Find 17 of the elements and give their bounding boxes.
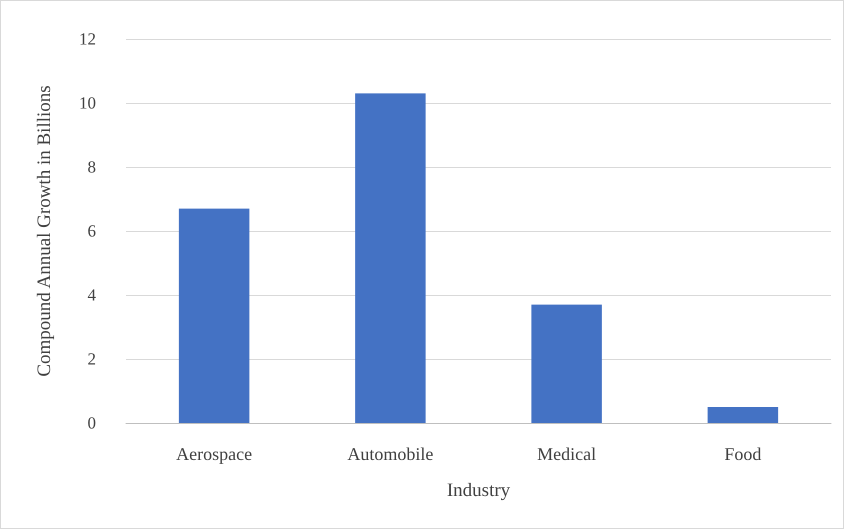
y-tick-label: 0 (88, 414, 96, 432)
y-tick-label: 12 (79, 30, 96, 48)
y-tick-label: 6 (88, 222, 96, 240)
bar (355, 93, 426, 423)
x-tick-label: Food (724, 444, 762, 464)
y-axis-title: Compound Annual Growth in Billions (34, 85, 55, 377)
y-tick-label: 8 (88, 158, 96, 176)
y-tick-label: 10 (79, 94, 96, 112)
y-tick-label: 4 (88, 286, 96, 304)
x-tick-label: Medical (537, 444, 596, 464)
y-tick-label: 2 (88, 350, 96, 368)
bar (178, 208, 250, 423)
x-tick-label: Automobile (347, 444, 434, 464)
bar (708, 407, 778, 423)
x-tick-label: Aerospace (176, 444, 252, 464)
x-axis-title: Industry (446, 480, 511, 501)
bar (531, 304, 602, 423)
